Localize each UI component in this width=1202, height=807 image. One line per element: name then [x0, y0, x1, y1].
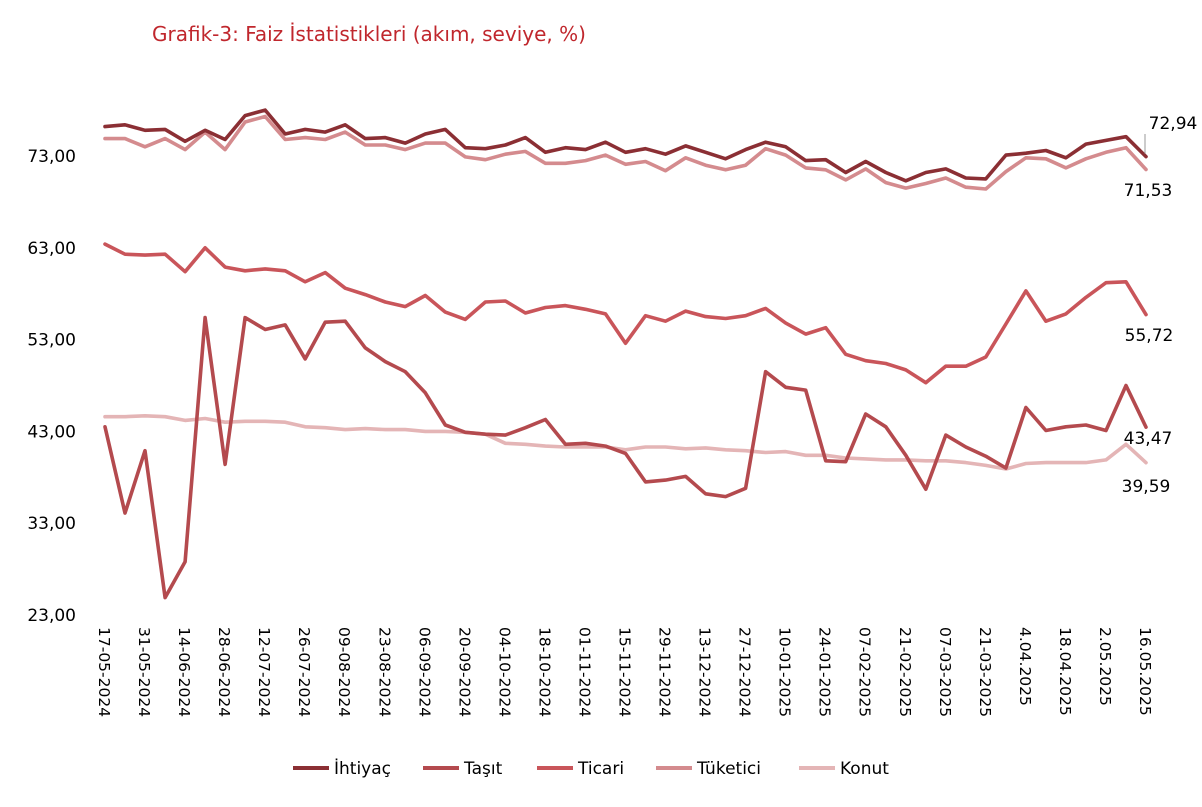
- x-tick-label: 13-12-2024: [696, 627, 714, 717]
- x-tick-label: 15-11-2024: [616, 627, 634, 717]
- x-tick-label: 21-02-2025: [896, 627, 914, 717]
- y-tick-label: 53,00: [27, 331, 76, 351]
- series-line-Tüketici: [103, 114, 1148, 191]
- y-tick-label: 23,00: [27, 606, 76, 626]
- x-tick-label: 24-01-2025: [816, 627, 834, 717]
- series-line-İhtiyaç: [103, 108, 1148, 183]
- series-line-Konut: [103, 413, 1148, 471]
- x-tick-label: 23-08-2024: [375, 627, 393, 717]
- x-tick-label: 06-09-2024: [415, 627, 433, 717]
- legend-item-Taşıt: Taşıt: [423, 759, 503, 779]
- x-tick-label: 27-12-2024: [736, 627, 754, 717]
- x-tick-label: 07-03-2025: [936, 627, 954, 717]
- end-label-Tüketici: 71,53: [1124, 181, 1173, 201]
- legend-label: Tüketici: [696, 759, 761, 779]
- x-tick-label: 10-01-2025: [776, 627, 794, 717]
- x-tick-label: 31-05-2024: [135, 627, 153, 717]
- series-line-Ticari: [103, 242, 1148, 385]
- x-tick-label: 26-07-2024: [295, 627, 313, 717]
- legend: İhtiyaç Taşıt Ticari Tüketici Konut: [293, 758, 889, 779]
- x-tick-label: 4.04.2025: [1016, 627, 1034, 706]
- end-label-Konut: 39,59: [1122, 477, 1171, 497]
- x-tick-label: 14-06-2024: [175, 627, 193, 717]
- x-tick-label: 20-09-2024: [455, 627, 473, 717]
- y-tick-label: 73,00: [27, 147, 76, 167]
- chart-title: Grafik-3: Faiz İstatistikleri (akım, sev…: [152, 22, 586, 46]
- legend-item-Ticari: Ticari: [537, 759, 624, 779]
- x-tick-label: 16.05.2025: [1136, 627, 1154, 716]
- end-label-İhtiyaç: 72,94: [1149, 114, 1198, 134]
- series-line-Taşıt: [103, 315, 1148, 600]
- legend-item-Konut: Konut: [799, 759, 889, 779]
- x-tick-label: 07-02-2025: [856, 627, 874, 717]
- x-tick-label: 2.05.2025: [1096, 627, 1114, 706]
- y-axis-ticks: 23,00 33,00 43,00 53,00 63,00 73,00: [27, 147, 76, 626]
- legend-label: Taşıt: [463, 759, 503, 779]
- y-tick-label: 43,00: [27, 422, 76, 442]
- x-tick-label: 09-08-2024: [335, 627, 353, 717]
- end-label-Ticari: 55,72: [1125, 326, 1174, 346]
- legend-item-Tüketici: Tüketici: [656, 759, 761, 779]
- x-tick-label: 28-06-2024: [215, 627, 233, 717]
- x-axis-ticks: 17-05-2024 31-05-2024 14-06-2024 28-06-2024…: [95, 627, 1154, 717]
- x-tick-label: 18.04.2025: [1056, 627, 1074, 716]
- end-label-Taşıt: 43,47: [1124, 429, 1173, 449]
- x-tick-label: 21-03-2025: [976, 627, 994, 717]
- x-tick-label: 18-10-2024: [535, 627, 553, 717]
- x-tick-label: 29-11-2024: [656, 627, 674, 717]
- x-tick-label: 12-07-2024: [255, 627, 273, 717]
- end-labels: 72,94 43,47 55,72 71,53 39,59: [1122, 114, 1198, 497]
- series-lines: [103, 108, 1148, 600]
- legend-label: Ticari: [577, 759, 624, 779]
- x-tick-label: 01-11-2024: [575, 627, 593, 717]
- legend-label: Konut: [840, 759, 889, 779]
- legend-item-İhtiyaç: İhtiyaç: [293, 758, 391, 779]
- x-tick-label: 04-10-2024: [495, 627, 513, 717]
- legend-label: İhtiyaç: [334, 758, 391, 779]
- x-tick-label: 17-05-2024: [95, 627, 113, 717]
- y-tick-label: 33,00: [27, 514, 76, 534]
- y-tick-label: 63,00: [27, 239, 76, 259]
